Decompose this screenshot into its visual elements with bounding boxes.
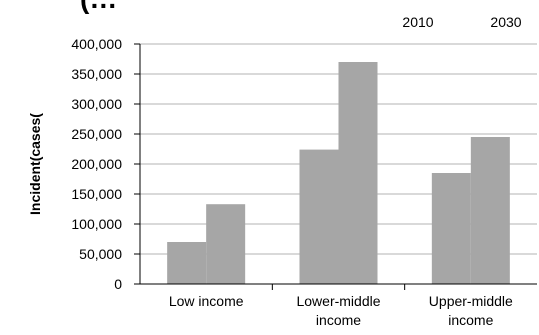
legend-label-2030: 2030 [490, 14, 521, 30]
bar-2030 [338, 62, 378, 284]
x-tick-labels: Low income Lower-middle income Upper-middle… [169, 293, 513, 328]
x-tick-label: income [448, 312, 493, 328]
bar-2010 [299, 149, 339, 284]
bar-2010 [431, 173, 471, 284]
x-tick-label: Lower-middle [296, 293, 380, 309]
x-tick-label: Upper-middle [429, 293, 513, 309]
y-tick-label: 350,000 [71, 66, 122, 82]
x-tick-label: Low income [169, 293, 244, 309]
y-tick-label: 300,000 [71, 96, 122, 112]
chart-title: (… [80, 0, 117, 14]
bars [167, 62, 510, 284]
bar-2010 [167, 242, 207, 284]
legend-label-2010: 2010 [402, 14, 433, 30]
y-tick-label: 200,000 [71, 156, 122, 172]
y-tick-label: 0 [114, 276, 122, 292]
y-tick-label: 400,000 [71, 36, 122, 52]
y-axis-label: Incident(cases( [27, 113, 43, 215]
y-tick-label: 50,000 [79, 246, 122, 262]
y-tick-label: 150,000 [71, 186, 122, 202]
bar-2030 [470, 137, 510, 284]
x-tick-label: income [316, 312, 361, 328]
y-tick-label: 250,000 [71, 126, 122, 142]
bar-2030 [206, 204, 246, 284]
y-tick-labels: 0 50,000 100,000 150,000 200,000 250,000 300,0… [71, 36, 122, 292]
y-tick-label: 100,000 [71, 216, 122, 232]
legend: 2010 2030 [402, 14, 521, 30]
axes [139, 44, 537, 285]
